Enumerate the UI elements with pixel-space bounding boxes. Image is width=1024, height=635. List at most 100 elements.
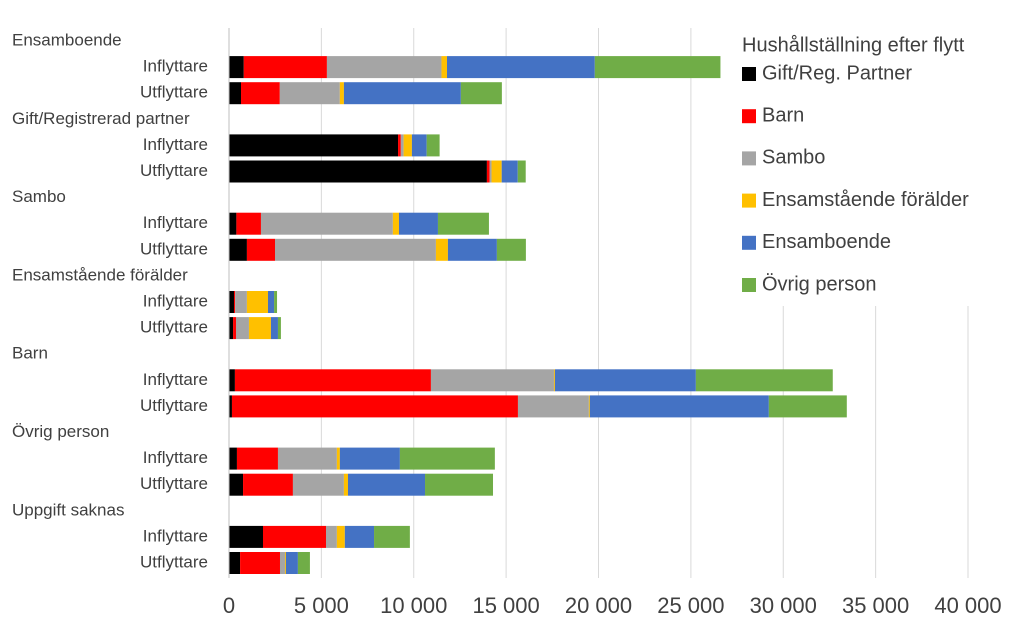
legend-label: Ensamstående förälder [762, 189, 969, 211]
x-tick-label: 15 000 [472, 593, 539, 618]
bar-segment [229, 552, 241, 574]
bar-segment [768, 395, 847, 418]
group-label: Sambo [12, 187, 66, 206]
legend-bg [732, 26, 1012, 306]
legend-label: Övrig person [762, 273, 877, 295]
bar-segment [374, 525, 410, 548]
bar-segment [229, 56, 244, 79]
bar-segment [426, 134, 440, 157]
bar-segment [246, 291, 268, 313]
bar-segment [343, 473, 348, 496]
y-tick-label: Utflyttare [140, 161, 208, 180]
bar-segment [267, 291, 275, 313]
bar-segment [229, 369, 235, 392]
x-tick-label: 30 000 [750, 593, 817, 618]
bar-segment [260, 212, 393, 235]
legend-title: Hushållställning efter flytt [742, 34, 965, 56]
bar-segment [339, 447, 400, 470]
bar-segment [441, 56, 448, 79]
legend-label: Gift/Reg. Partner [762, 62, 912, 84]
bar-segment [285, 552, 298, 574]
bar-segment [229, 291, 234, 313]
bar-segment [325, 525, 337, 548]
y-tick-label: Inflyttare [143, 291, 208, 310]
bar-segment [460, 82, 502, 105]
legend-label: Ensamboende [762, 231, 891, 253]
group-label: Uppgift saknas [12, 500, 124, 519]
bar-segment [398, 212, 438, 235]
bar-segment [235, 291, 247, 313]
y-tick-label: Inflyttare [143, 526, 208, 545]
bar-segment [229, 317, 234, 340]
legend-swatch [742, 151, 756, 166]
bar-segment [589, 395, 769, 418]
bar-segment [517, 395, 589, 418]
bar-segment [336, 447, 340, 470]
bar-segment [248, 317, 271, 340]
bar-segment [399, 447, 495, 470]
y-tick-label: Utflyttare [140, 318, 208, 337]
bar-segment [517, 160, 526, 183]
bar-segment [279, 552, 285, 574]
bar-segment [447, 238, 497, 261]
y-tick-label: Utflyttare [140, 83, 208, 102]
bar-segment [236, 212, 261, 235]
bar-segment [326, 56, 442, 79]
bar-segment [344, 525, 375, 548]
bar-segment [246, 238, 276, 261]
bar-segment [496, 238, 526, 261]
legend-swatch [742, 278, 756, 292]
group-label: Ensamstående förälder [12, 265, 188, 284]
bar-segment [292, 473, 344, 496]
x-tick-label: 0 [223, 593, 235, 618]
x-tick-label: 35 000 [842, 593, 909, 618]
bar-segment [491, 160, 502, 183]
bar-segment [411, 134, 427, 157]
bar-segment [425, 473, 494, 496]
legend-swatch [742, 109, 756, 124]
y-tick-label: Inflyttare [143, 135, 208, 154]
group-label: Barn [12, 344, 48, 363]
bar-segment [236, 447, 278, 470]
bar-segment [430, 369, 554, 392]
bar-segment [339, 82, 344, 105]
bar-segment [554, 369, 696, 392]
bar-segment [229, 395, 232, 418]
bar-segment [275, 238, 436, 261]
bar-segment [231, 395, 518, 418]
y-tick-label: Inflyttare [143, 370, 208, 389]
y-tick-label: Inflyttare [143, 213, 208, 232]
bar-segment [229, 525, 263, 548]
y-tick-label: Utflyttare [140, 239, 208, 258]
bar-segment [398, 134, 401, 157]
group-label: Gift/Registrerad partner [12, 109, 190, 128]
bar-segment [486, 160, 490, 183]
bar-segment [233, 317, 237, 340]
bar-segment [297, 552, 310, 574]
bar-segment [336, 525, 345, 548]
bar-segment [229, 212, 237, 235]
bar-segment [229, 238, 247, 261]
x-tick-label: 40 000 [934, 593, 1001, 618]
y-tick-label: Utflyttare [140, 474, 208, 493]
y-tick-label: Inflyttare [143, 448, 208, 467]
bar-segment [695, 369, 833, 392]
bar-segment [229, 134, 399, 157]
bar-segment [241, 82, 280, 105]
bar-segment [553, 369, 555, 392]
bar-segment [240, 552, 280, 574]
bar-segment [403, 134, 412, 157]
bar-segment [233, 291, 236, 313]
y-tick-label: Utflyttare [140, 552, 208, 571]
bar-segment [588, 395, 590, 418]
bar-segment [243, 473, 293, 496]
bar-segment [501, 160, 518, 183]
legend-swatch [742, 193, 756, 208]
bar-segment [435, 238, 448, 261]
bar-segment [236, 317, 249, 340]
bar-segment [284, 552, 286, 574]
bar-segment [347, 473, 426, 496]
bar-segment [279, 82, 340, 105]
bar-segment [229, 82, 242, 105]
bar-segment [489, 160, 492, 183]
